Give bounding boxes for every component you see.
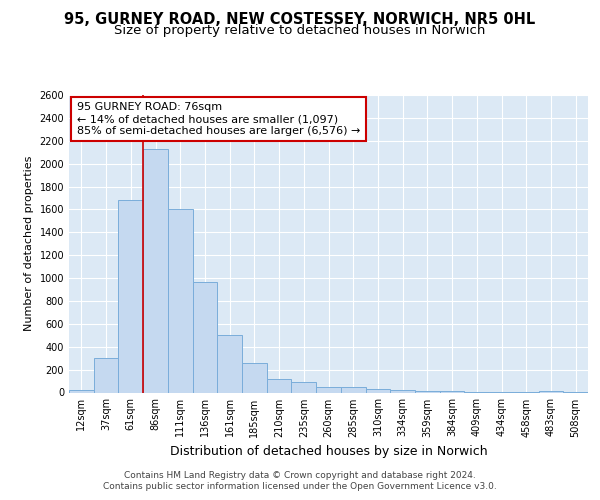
X-axis label: Distribution of detached houses by size in Norwich: Distribution of detached houses by size … [170,445,487,458]
Bar [341,388,365,392]
Bar [292,382,316,392]
Bar [118,200,143,392]
Text: Contains public sector information licensed under the Open Government Licence v3: Contains public sector information licen… [103,482,497,491]
Bar [267,379,292,392]
Bar [316,387,341,392]
Text: Size of property relative to detached houses in Norwich: Size of property relative to detached ho… [115,24,485,37]
Bar [242,364,267,392]
Text: 95, GURNEY ROAD, NEW COSTESSEY, NORWICH, NR5 0HL: 95, GURNEY ROAD, NEW COSTESSEY, NORWICH,… [64,12,536,28]
Y-axis label: Number of detached properties: Number of detached properties [24,156,34,332]
Bar [94,358,118,392]
Bar [193,282,217,393]
Bar [390,390,415,392]
Bar [539,391,563,392]
Bar [69,390,94,392]
Text: Contains HM Land Registry data © Crown copyright and database right 2024.: Contains HM Land Registry data © Crown c… [124,471,476,480]
Bar [217,334,242,392]
Bar [415,391,440,392]
Bar [168,210,193,392]
Text: 95 GURNEY ROAD: 76sqm
← 14% of detached houses are smaller (1,097)
85% of semi-d: 95 GURNEY ROAD: 76sqm ← 14% of detached … [77,102,360,136]
Bar [143,149,168,392]
Bar [365,389,390,392]
